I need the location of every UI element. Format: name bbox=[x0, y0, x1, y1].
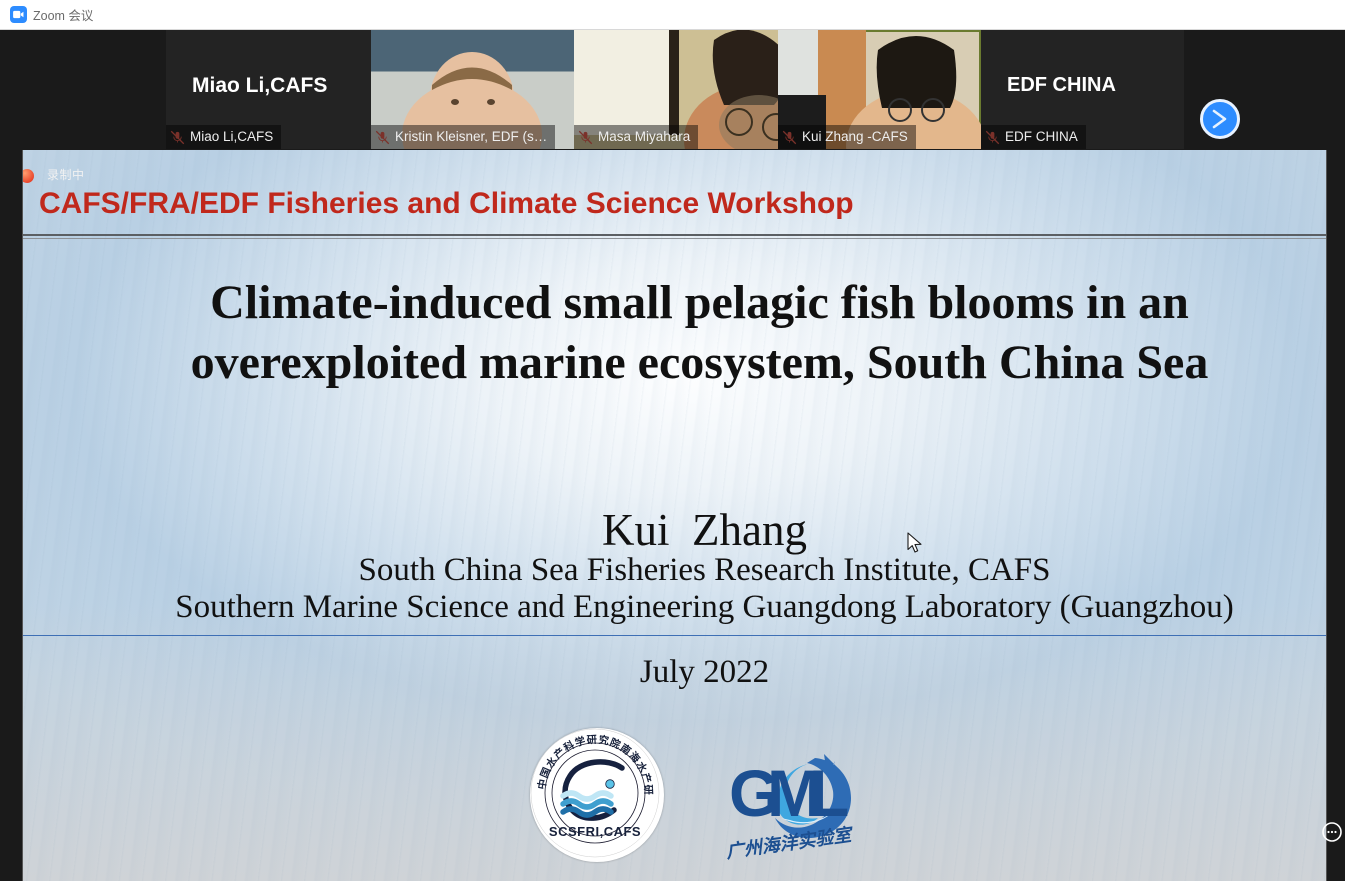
svg-text:L: L bbox=[809, 756, 848, 830]
svg-text:SCSFRI,CAFS: SCSFRI,CAFS bbox=[549, 824, 641, 839]
